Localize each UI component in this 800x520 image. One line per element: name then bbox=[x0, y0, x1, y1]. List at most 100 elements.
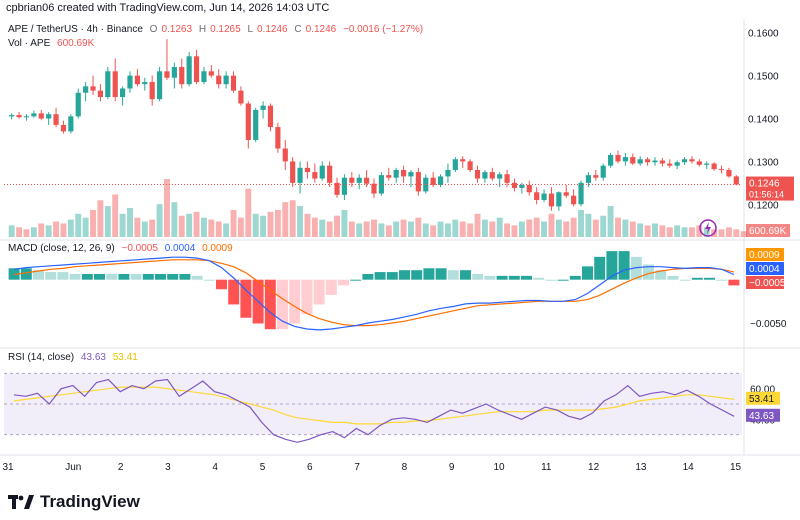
candle-body bbox=[585, 175, 592, 183]
candle-body bbox=[386, 175, 392, 178]
macd-histogram-bar bbox=[557, 279, 569, 281]
volume-bar bbox=[112, 194, 119, 237]
time-axis-label: Jun bbox=[65, 462, 81, 473]
candle-body bbox=[23, 116, 30, 118]
candle-body bbox=[341, 177, 348, 195]
macd-axis-label: −0.0050 bbox=[750, 319, 787, 330]
volume-value: 600.69K bbox=[57, 38, 95, 49]
price-axis-label: 0.1600 bbox=[748, 29, 779, 40]
rsi-label[interactable]: RSI (14, close) bbox=[8, 352, 75, 363]
macd-badge-value: −0.0005 bbox=[749, 278, 786, 289]
candle-body bbox=[600, 165, 606, 178]
candle-body bbox=[733, 176, 739, 185]
candle-body bbox=[297, 167, 303, 183]
macd-histogram-bar bbox=[301, 279, 313, 314]
candle-body bbox=[364, 177, 370, 184]
volume-bar bbox=[666, 227, 673, 237]
candle-body bbox=[9, 115, 15, 117]
volume-bar bbox=[356, 223, 363, 237]
macd-histogram-bar bbox=[655, 270, 667, 280]
volume-bar bbox=[474, 213, 481, 237]
volume-bar bbox=[592, 219, 599, 237]
volume-bar bbox=[334, 215, 340, 237]
candle-body bbox=[689, 159, 695, 162]
close-label: C bbox=[294, 24, 302, 35]
attribution-text: cpbrian06 created with TradingView.com, … bbox=[6, 2, 330, 14]
volume-bar bbox=[533, 217, 540, 237]
volume-badge-value: 600.69K bbox=[749, 226, 787, 237]
price-axis-label: 0.1200 bbox=[748, 200, 779, 211]
tradingview-logo[interactable]: TradingView bbox=[8, 492, 140, 512]
volume-bar bbox=[563, 221, 570, 237]
time-axis-label: 15 bbox=[730, 462, 742, 473]
time-axis-label: 7 bbox=[354, 462, 360, 473]
candle-body bbox=[312, 172, 318, 179]
volume-bar bbox=[371, 219, 377, 237]
candle-body bbox=[319, 165, 325, 179]
volume-bar bbox=[511, 225, 518, 237]
volume-label[interactable]: Vol · APE bbox=[8, 38, 51, 49]
candle-body bbox=[681, 159, 688, 163]
candle-body bbox=[578, 182, 584, 205]
candle-body bbox=[489, 172, 495, 179]
macd-histogram-bar bbox=[630, 256, 642, 280]
candle-body bbox=[46, 114, 52, 119]
candle-body bbox=[142, 82, 148, 85]
candle-body bbox=[127, 75, 133, 89]
macd-histogram-bar bbox=[618, 251, 630, 280]
volume-bar bbox=[16, 227, 23, 237]
volume-bar bbox=[652, 223, 658, 237]
volume-bar bbox=[548, 213, 555, 237]
volume-bar bbox=[45, 225, 52, 237]
macd-histogram-bar bbox=[667, 275, 679, 280]
macd-line bbox=[14, 256, 735, 331]
macd-histogram-bar bbox=[386, 272, 398, 280]
volume-bar bbox=[422, 223, 429, 237]
candle-body bbox=[112, 71, 118, 98]
candle-body bbox=[704, 163, 710, 165]
candle-body bbox=[267, 105, 274, 128]
time-axis-label: 5 bbox=[260, 462, 266, 473]
price-badge-countdown: 01:56:14 bbox=[749, 190, 784, 200]
macd-histogram-bar bbox=[45, 272, 57, 280]
macd-histogram-bar bbox=[350, 279, 362, 281]
volume-bar bbox=[408, 221, 414, 237]
candle-body bbox=[637, 159, 643, 164]
macd-histogram-bar bbox=[606, 251, 618, 280]
time-axis-label: 2 bbox=[118, 462, 124, 473]
candle-body bbox=[201, 71, 207, 83]
candle-body bbox=[452, 159, 458, 170]
macd-histogram-bar bbox=[81, 273, 93, 280]
volume-bar bbox=[725, 227, 732, 237]
candle-body bbox=[253, 109, 259, 140]
macd-histogram-bar bbox=[716, 279, 728, 281]
macd-histogram-bar bbox=[57, 272, 69, 280]
volume-bar bbox=[326, 221, 333, 237]
volume-bar bbox=[193, 211, 200, 237]
volume-bar bbox=[526, 219, 533, 237]
candle-body bbox=[667, 163, 673, 166]
macd-histogram-bar bbox=[130, 273, 142, 280]
symbol-name[interactable]: APE / TetherUS · 4h · Binance bbox=[8, 24, 143, 35]
volume-badge bbox=[746, 224, 790, 237]
volume-bar bbox=[400, 219, 407, 237]
macd-histogram-bar bbox=[423, 268, 435, 280]
candle-body bbox=[674, 162, 680, 166]
macd-histogram-bar bbox=[240, 279, 252, 318]
rsi-line bbox=[13, 378, 735, 443]
candle-body bbox=[245, 103, 251, 140]
candle-body bbox=[164, 71, 170, 78]
volume-bar bbox=[90, 209, 96, 237]
price-axis-label: 0.1400 bbox=[748, 115, 779, 126]
volume-bar bbox=[186, 213, 193, 237]
macd-badge-value: 0.0004 bbox=[749, 264, 780, 275]
candle-body bbox=[571, 195, 577, 205]
candle-body bbox=[437, 176, 444, 185]
macd-label[interactable]: MACD (close, 12, 26, 9) bbox=[8, 243, 115, 254]
rsi-badge bbox=[746, 408, 780, 422]
volume-bar bbox=[637, 223, 644, 237]
candle-body bbox=[216, 75, 222, 85]
volume-bar bbox=[156, 204, 163, 237]
